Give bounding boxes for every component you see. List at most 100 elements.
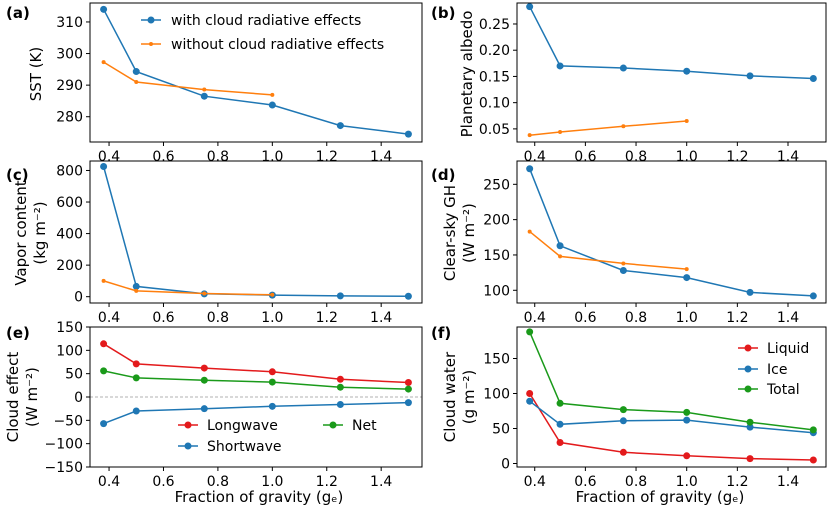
y-tick-label-d-3: 250 (483, 177, 510, 193)
y-tick-label-c-3: 600 (56, 195, 83, 211)
data-point-f-total-4 (746, 418, 754, 426)
x-tick-label-c-3: 1.0 (261, 310, 283, 326)
x-tick-label-d-0: 0.4 (524, 310, 546, 326)
series-line-b-without-cloud-radiative-effects (529, 120, 687, 136)
legend-label-ice: Ice (767, 362, 787, 378)
data-point-a-without-cloud-radiative-effects-3 (270, 92, 275, 97)
y-tick-label-f-0: 0 (501, 457, 510, 473)
data-point-b-with-cloud-radiative-effects-2 (619, 64, 627, 72)
series-line-c-without-cloud-radiative-effects (103, 280, 273, 296)
y-tick-label-f-1: 50 (492, 422, 510, 438)
panel-label-d: (d) (431, 166, 455, 184)
data-point-c-with-cloud-radiative-effects-1 (132, 282, 140, 290)
y-axis-label-e-line1: Cloud effect (4, 352, 22, 443)
y-tick-label-d-0: 100 (483, 283, 510, 299)
y-tick-label-b-2: 0.15 (479, 69, 510, 85)
y-axis-label-d-line1: Clear-sky GH (441, 185, 459, 281)
data-point-a-with-cloud-radiative-effects-1 (132, 68, 140, 76)
y-tick-label-d-2: 200 (483, 213, 510, 229)
x-tick-label-d-4: 1.2 (726, 310, 748, 326)
series-line-f-total (529, 331, 814, 431)
data-point-c-without-cloud-radiative-effects-1 (134, 288, 139, 293)
x-tick-label-a-3: 1.0 (261, 149, 283, 165)
data-point-d-with-cloud-radiative-effects-5 (809, 292, 817, 300)
panel-b: (b) Planetary albedo (431, 4, 476, 137)
x-tick-label-b-2: 0.8 (625, 149, 647, 165)
x-tick-label-a-2: 0.8 (207, 149, 229, 165)
legend-label-shortwave: Shortwave (207, 439, 282, 455)
panel-label-b: (b) (431, 4, 455, 22)
data-point-f-ice-4 (746, 423, 754, 431)
y-tick-label-e-5: 100 (56, 343, 83, 359)
data-point-d-without-cloud-radiative-effects-2 (621, 261, 626, 266)
panel-label-c: (c) (6, 166, 29, 184)
data-point-d-with-cloud-radiative-effects-1 (556, 242, 564, 250)
x-tick-label-f-0: 0.4 (524, 474, 546, 490)
data-point-f-ice-1 (556, 420, 564, 428)
y-tick-label-b-1: 0.10 (479, 96, 510, 112)
x-tick-label-e-3: 1.0 (261, 474, 283, 490)
y-axis-label-e-line2: (W m⁻²) (23, 367, 41, 427)
series-line-d-without-cloud-radiative-effects (529, 231, 687, 270)
y-tick-label-e-1: −100 (45, 437, 83, 453)
data-point-e-longwave-3 (268, 368, 276, 376)
panel-a: (a) SST (K) with cloud radiative effects… (6, 4, 384, 101)
x-tick-label-f-5: 1.4 (777, 474, 799, 490)
panel-d: (d) Clear-sky GH (W m⁻²) (431, 166, 478, 281)
data-point-b-with-cloud-radiative-effects-3 (683, 67, 691, 75)
data-point-a-without-cloud-radiative-effects-1 (134, 79, 139, 84)
data-point-b-without-cloud-radiative-effects-3 (684, 119, 689, 124)
data-point-e-shortwave-3 (268, 402, 276, 410)
y-tick-label-e-3: 0 (74, 390, 83, 406)
x-tick-label-c-4: 1.2 (316, 310, 338, 326)
data-point-d-with-cloud-radiative-effects-3 (683, 274, 691, 282)
legend-label-net: Net (352, 418, 377, 434)
plot-frame-f (516, 326, 827, 468)
panel-label-a: (a) (6, 4, 30, 22)
y-tick-label-c-0: 0 (74, 290, 83, 306)
data-point-b-with-cloud-radiative-effects-5 (809, 75, 817, 83)
data-point-e-longwave-4 (336, 375, 344, 383)
x-tick-label-c-2: 0.8 (207, 310, 229, 326)
data-point-f-liquid-3 (683, 452, 691, 460)
data-point-e-shortwave-1 (132, 407, 140, 415)
series-line-e-longwave (103, 343, 409, 384)
data-point-e-longwave-0 (100, 340, 108, 348)
y-axis-label-c-line1: Vapor content (12, 180, 30, 285)
data-point-d-without-cloud-radiative-effects-3 (684, 267, 689, 272)
legend-label-longwave: Longwave (207, 418, 278, 434)
y-tick-label-a-1: 290 (56, 78, 83, 94)
y-axis-label-a: SST (K) (27, 47, 45, 102)
y-tick-label-a-0: 280 (56, 110, 83, 126)
plot-d: 0.4 0.6 0.8 1.0 1.2 1.4 100 150 200 250 (483, 160, 827, 326)
y-tick-label-b-4: 0.25 (479, 17, 510, 33)
legend-label-without-cre: without cloud radiative effects (171, 37, 384, 53)
data-point-a-with-cloud-radiative-effects-3 (268, 101, 276, 109)
y-tick-label-c-2: 400 (56, 227, 83, 243)
data-point-e-longwave-2 (200, 364, 208, 372)
x-tick-label-c-1: 0.6 (152, 310, 174, 326)
data-point-b-with-cloud-radiative-effects-1 (556, 62, 564, 70)
data-point-d-with-cloud-radiative-effects-2 (619, 267, 627, 275)
series-line-a-with-cloud-radiative-effects (102, 8, 409, 135)
data-point-a-with-cloud-radiative-effects-5 (404, 130, 412, 138)
panel-c: (c) Vapor content (kg m⁻²) (6, 166, 49, 286)
plot-b: 0.4 0.6 0.8 1.0 1.2 1.4 0.05 0.10 0.15 0.20 0.25 (479, 2, 827, 165)
data-point-d-with-cloud-radiative-effects-0 (526, 165, 534, 173)
data-point-e-shortwave-0 (100, 420, 108, 428)
y-tick-label-a-2: 300 (56, 47, 83, 63)
x-axis-label-f: Fraction of gravity (gₑ) (576, 488, 745, 506)
plot-frame-d (516, 160, 827, 304)
data-point-c-without-cloud-radiative-effects-2 (202, 291, 207, 296)
legend-marker-without-cre (149, 42, 153, 46)
x-tick-label-f-1: 0.6 (574, 474, 596, 490)
data-point-f-liquid-4 (746, 455, 754, 463)
data-point-c-without-cloud-radiative-effects-0 (101, 278, 106, 283)
data-point-f-ice-2 (619, 417, 627, 425)
x-tick-label-e-0: 0.4 (98, 474, 120, 490)
x-tick-label-b-0: 0.4 (524, 149, 546, 165)
data-point-e-longwave-5 (404, 379, 412, 387)
plot-f: 0.4 0.6 0.8 1.0 1.2 1.4 0 50 100 150 (483, 326, 827, 490)
x-tick-label-d-5: 1.4 (777, 310, 799, 326)
